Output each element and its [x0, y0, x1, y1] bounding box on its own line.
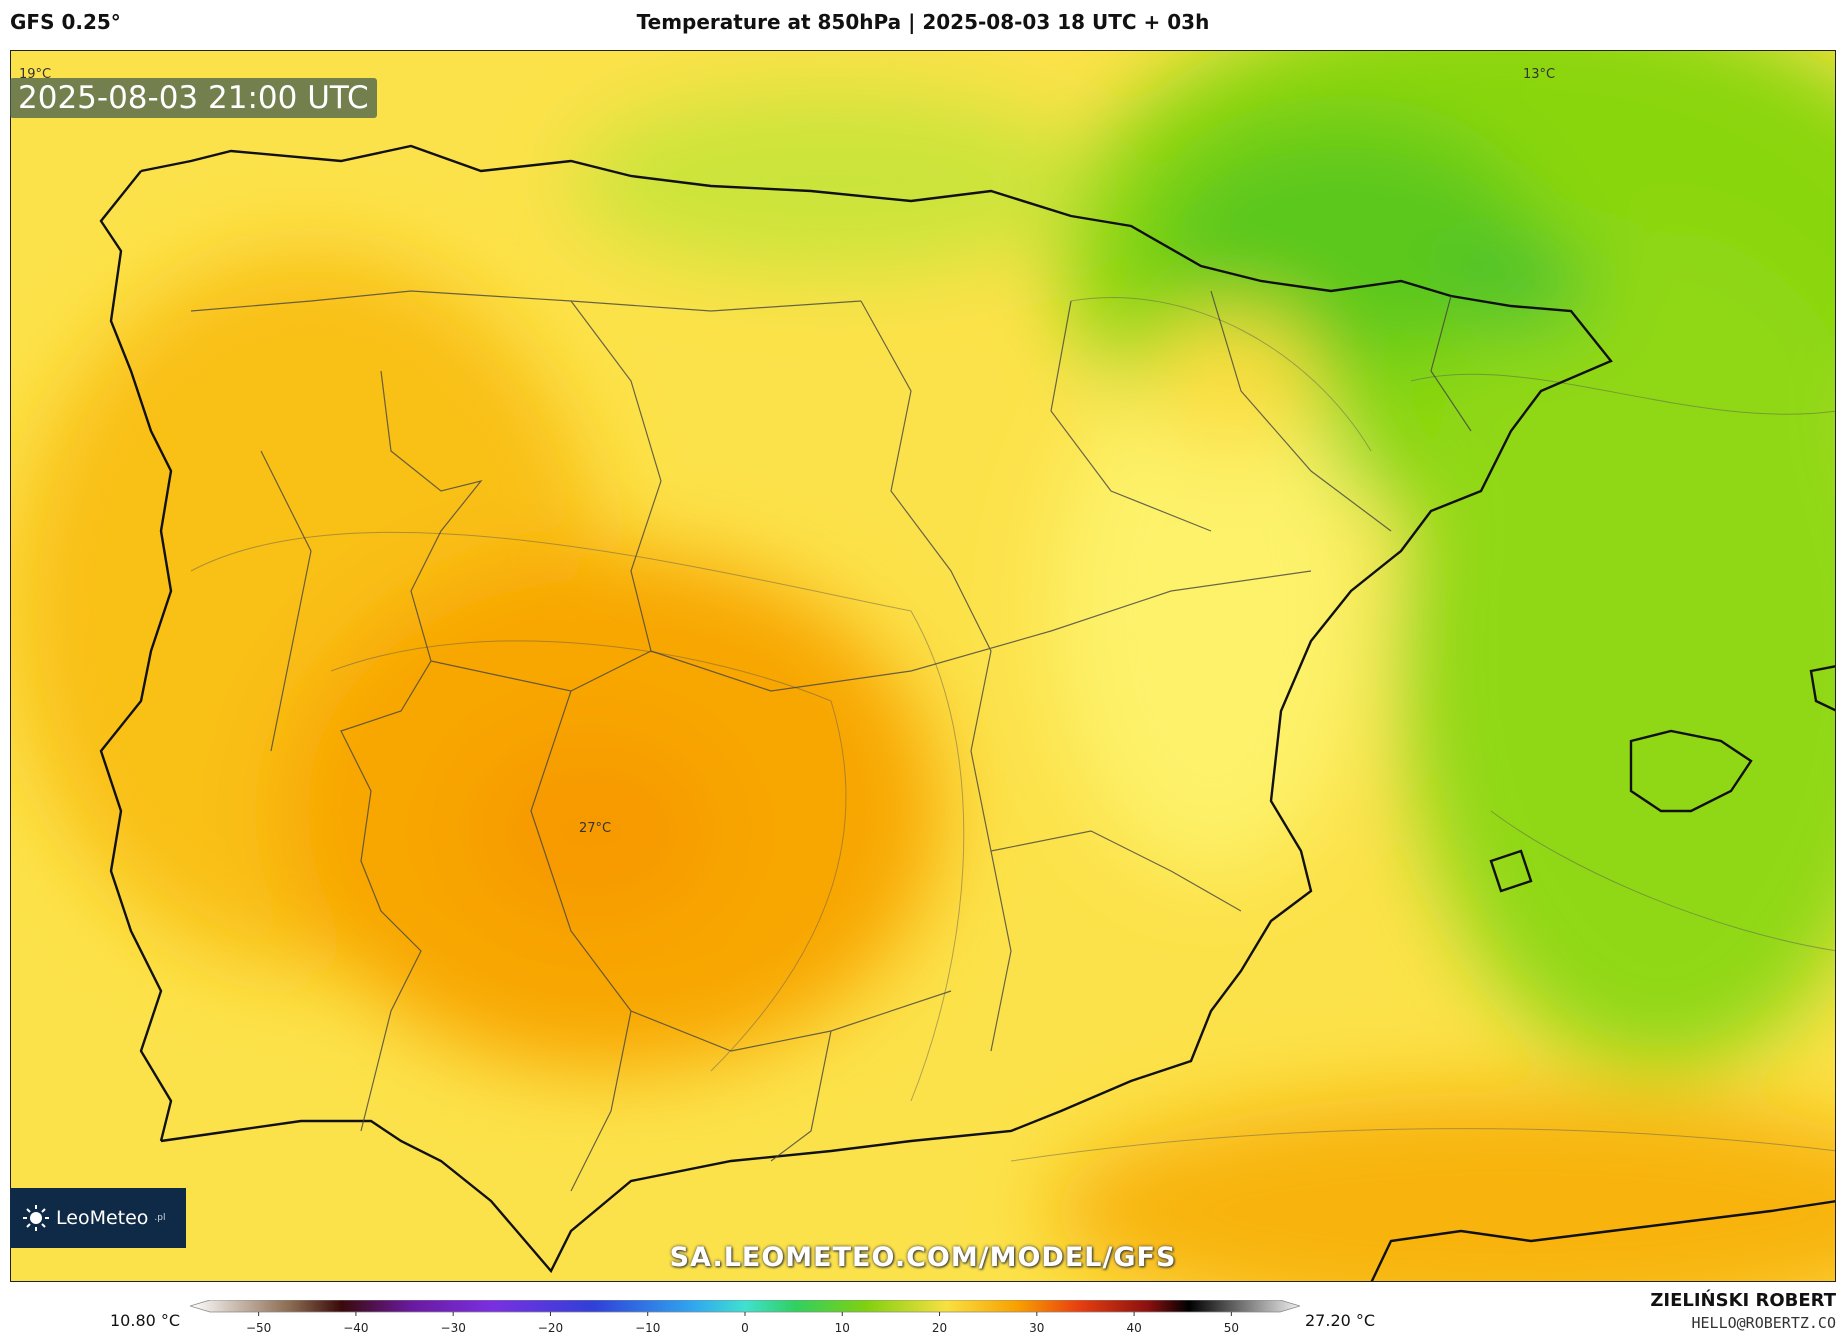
author-email[interactable]: HELLO@ROBERTZ.CO [1691, 1314, 1837, 1332]
logo-suffix: .pl [154, 1213, 166, 1223]
model-name: GFS 0.25° [10, 10, 121, 34]
author-name: ZIELIŃSKI ROBERT [1650, 1290, 1836, 1311]
website-watermark: SA.LEOMETEO.COM/MODEL/GFS [669, 1242, 1177, 1273]
colorbar-tick-label: −10 [635, 1321, 660, 1335]
sun-icon [23, 1205, 49, 1231]
temperature-field [11, 51, 1835, 1281]
colorbar-tick-label: −20 [538, 1321, 563, 1335]
temperature-colorbar: −50 −40 −30 −20 −10 0 10 20 30 40 50 [190, 1300, 1300, 1335]
colorbar-tick-label: −40 [343, 1321, 368, 1335]
valid-time-badge: 2025-08-03 21:00 UTC [10, 78, 377, 118]
colorbar-tick-label: 40 [1126, 1321, 1141, 1335]
temperature-map[interactable]: 19°C 13°C 27°C [10, 50, 1836, 1282]
map-title: Temperature at 850hPa | 2025-08-03 18 UT… [636, 10, 1210, 34]
label-ne-temp: 13°C [1523, 67, 1556, 82]
colorbar-tick-label: 50 [1224, 1321, 1239, 1335]
colorbar-tick-label: −30 [441, 1321, 466, 1335]
colorbar-min-label: 10.80 °C [110, 1311, 181, 1330]
colorbar-tick-label: −50 [246, 1321, 271, 1335]
colorbar-tick-label: 10 [835, 1321, 850, 1335]
label-center-temp: 27°C [579, 821, 612, 836]
colorbar-tick-label: 30 [1029, 1321, 1044, 1335]
logo-text: LeoMeteo [56, 1207, 149, 1229]
colorbar-max-label: 27.20 °C [1305, 1311, 1376, 1330]
leometeo-logo[interactable]: LeoMeteo .pl [10, 1188, 186, 1248]
colorbar-tick-label: 20 [932, 1321, 947, 1335]
colorbar-tick-label: 0 [741, 1321, 749, 1335]
